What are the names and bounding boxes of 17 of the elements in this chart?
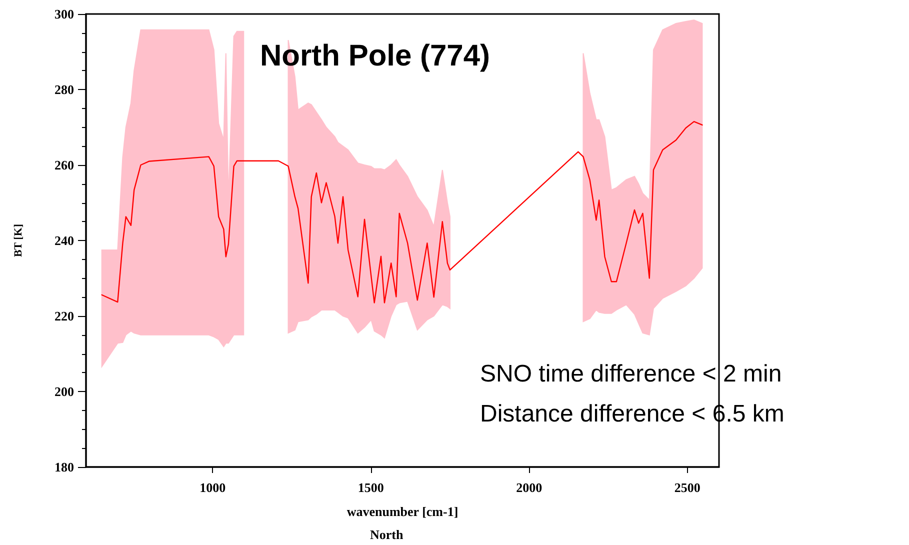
x-tick-label: 2000 — [516, 480, 542, 495]
y-tick-label: 280 — [54, 82, 74, 97]
annotation: SNO time difference < 2 min — [480, 360, 782, 388]
line-series — [101, 120, 703, 304]
text: North — [370, 527, 404, 542]
y-tick-label: 200 — [54, 384, 74, 399]
text: North Pole (774) — [260, 40, 490, 72]
y-tick-label: 180 — [54, 460, 74, 474]
y-tick-label: 300 — [54, 6, 74, 22]
x-tick-label: 1000 — [200, 480, 226, 495]
x-axis-title: wavenumber [cm-1] — [346, 504, 458, 519]
x-tick-label: 1500 — [358, 480, 384, 495]
y-tick-label: 220 — [54, 308, 74, 324]
y-tick-label: 240 — [54, 233, 74, 248]
y-tick-label: 260 — [54, 158, 74, 172]
y-axis-title: BT [K] — [12, 224, 24, 258]
x-tick-label: 2500 — [674, 480, 700, 495]
